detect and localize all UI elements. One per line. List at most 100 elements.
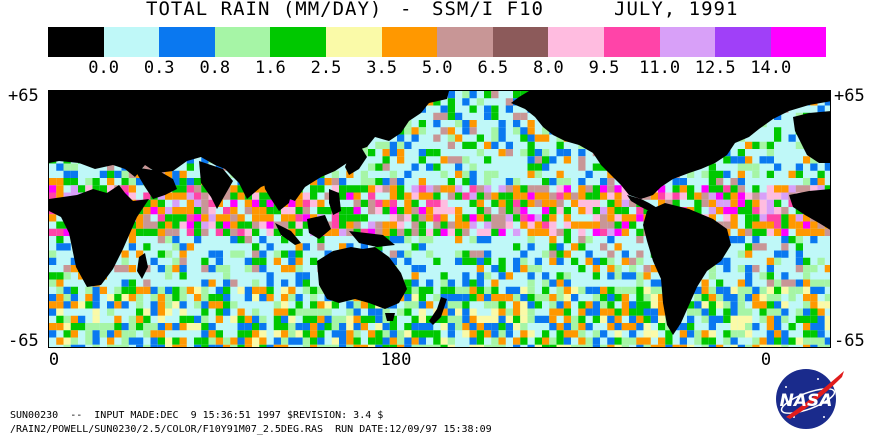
rain-cell [759,228,767,236]
rain-cell [701,279,709,287]
rain-cell [817,105,825,113]
europe-west-landmass [793,111,830,163]
rain-cell [672,344,680,347]
legend-label-2: 0.8 [199,58,231,78]
rain-cell [63,344,71,347]
rain-cell [578,192,586,200]
rain-cell [244,344,252,347]
rain-cell [389,323,397,331]
rain-cell [745,250,753,258]
rain-cell [194,199,202,207]
rain-cell [824,185,830,193]
rain-cell [607,257,615,265]
rain-cell [273,301,281,309]
rain-cell [346,337,354,345]
legend-swatch-3 [214,27,271,57]
rain-cell [737,170,745,178]
rain-cell [411,279,419,287]
rain-cell [817,308,825,316]
rain-cell [194,185,202,193]
rain-cell [730,178,738,186]
rain-cell [817,257,825,265]
legend-label-9: 9.5 [588,58,620,78]
rain-cell [165,214,173,222]
rain-cell [614,265,622,273]
rain-cell [339,344,347,347]
rain-cell [208,214,216,222]
rain-cell [549,178,557,186]
rain-cell [397,207,405,215]
rain-cell [716,192,724,200]
rain-cell [136,294,144,302]
rain-cell [208,344,216,347]
rain-cell [63,178,71,186]
rain-cell [426,149,434,157]
rain-cell [165,337,173,345]
rain-cell [607,214,615,222]
rain-cell [411,265,419,273]
rain-cell [578,236,586,244]
rain-cell [614,308,622,316]
rain-cell [484,323,492,331]
rain-cell [563,315,571,323]
rain-cell [440,127,448,135]
rain-cell [302,308,310,316]
rain-cell [375,330,383,338]
rain-cell [527,141,535,149]
rain-cell [658,308,666,316]
rain-cell [114,315,122,323]
rain-cell [505,315,513,323]
rain-cell [795,257,803,265]
rain-cell [737,330,745,338]
rain-cell [810,294,818,302]
rain-cell [810,330,818,338]
rain-cell [447,91,455,99]
rain-cell [63,315,71,323]
rain-cell [447,308,455,316]
rain-cell [455,207,463,215]
rain-cell [223,192,231,200]
rain-cell [215,308,223,316]
rain-cell [527,286,535,294]
rain-cell [150,323,158,331]
rain-cell [745,330,753,338]
rain-cell [339,243,347,251]
rain-cell [455,163,463,171]
rain-cell [440,294,448,302]
rain-cell [128,236,136,244]
rain-cell [585,207,593,215]
rain-cell [752,344,760,347]
rain-cell [237,337,245,345]
rain-cell [223,214,231,222]
rain-cell [498,199,506,207]
rain-cell [513,112,521,120]
rain-cell [353,330,361,338]
rain-cell [215,337,223,345]
rain-cell [440,221,448,229]
rain-cell [375,315,383,323]
rain-cell [302,344,310,347]
rain-cell [70,344,78,347]
rain-cell [774,163,782,171]
rain-cell [179,185,187,193]
rain-cell [201,315,209,323]
legend-label-4: 2.5 [310,58,342,78]
rain-cell [737,344,745,347]
rain-cell [737,315,745,323]
rain-cell [607,185,615,193]
rain-cell [716,344,724,347]
rain-cell [621,337,629,345]
rain-cell [63,243,71,251]
rain-cell [215,286,223,294]
rain-cell [520,301,528,309]
rain-cell [752,199,760,207]
rain-cell [404,337,412,345]
rain-cell [411,221,419,229]
rain-cell [259,221,267,229]
rain-cell [302,221,310,229]
rain-cell [331,228,339,236]
rain-cell [201,294,209,302]
rain-cell [382,330,390,338]
rain-cell [716,199,724,207]
rain-cell [679,330,687,338]
